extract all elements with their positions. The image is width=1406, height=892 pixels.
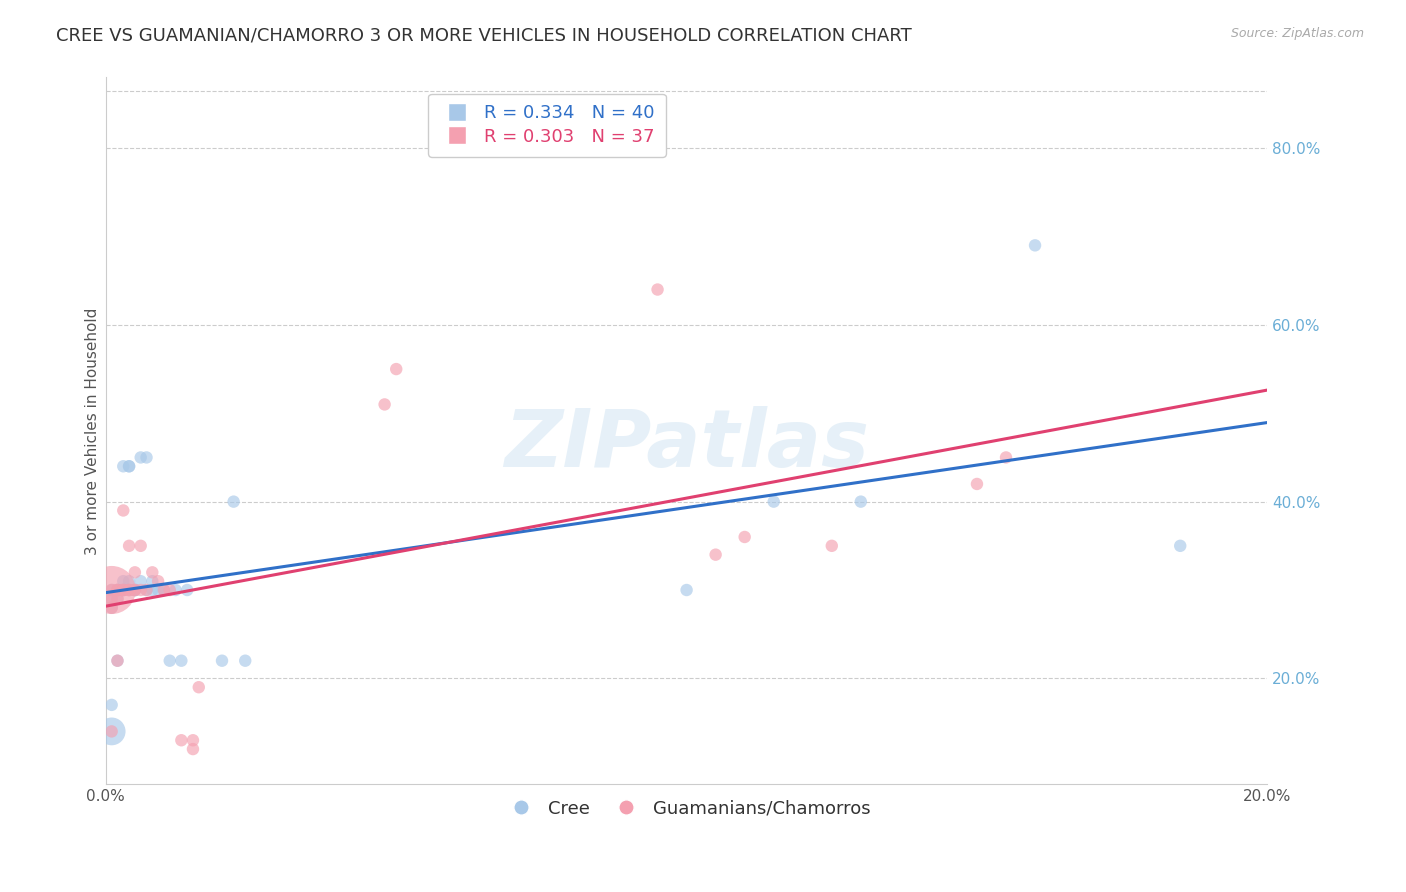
Point (647, 283, 669, 297)
Point (704, 548, 727, 562)
Point (124, 566, 146, 580)
Point (165, 582, 187, 597)
Point (141, 582, 163, 597)
Point (995, 450, 1018, 465)
Point (112, 574, 135, 589)
Point (112, 582, 135, 597)
Point (107, 582, 129, 597)
Point (100, 698, 122, 712)
Point (112, 582, 135, 597)
Point (170, 654, 193, 668)
Point (141, 574, 163, 589)
Point (124, 582, 146, 597)
Point (124, 582, 146, 597)
Point (374, 397, 396, 411)
Point (211, 654, 233, 668)
Point (118, 582, 141, 597)
Point (135, 582, 157, 597)
Point (100, 591, 122, 606)
Point (1024, 238, 1046, 252)
Point (849, 494, 872, 508)
Point (118, 574, 141, 589)
Point (129, 582, 152, 597)
Y-axis label: 3 or more Vehicles in Household: 3 or more Vehicles in Household (86, 307, 100, 555)
Point (118, 582, 141, 597)
Point (112, 459, 135, 474)
Text: CREE VS GUAMANIAN/CHAMORRO 3 OR MORE VEHICLES IN HOUSEHOLD CORRELATION CHART: CREE VS GUAMANIAN/CHAMORRO 3 OR MORE VEH… (56, 27, 912, 45)
Point (100, 600, 122, 615)
Point (107, 582, 129, 597)
Point (734, 530, 756, 544)
Point (100, 724, 122, 739)
Point (100, 600, 122, 615)
Point (100, 582, 122, 597)
Point (107, 654, 129, 668)
Point (129, 574, 152, 589)
Point (107, 591, 129, 606)
Point (135, 450, 157, 465)
Point (153, 582, 176, 597)
Point (181, 733, 204, 747)
Point (821, 539, 844, 553)
Point (153, 582, 176, 597)
Point (222, 494, 245, 508)
Point (129, 539, 152, 553)
Point (385, 362, 408, 376)
Point (146, 582, 169, 597)
Point (112, 582, 135, 597)
Point (107, 582, 129, 597)
Point (112, 503, 135, 517)
Point (100, 724, 122, 739)
Point (112, 582, 135, 597)
Point (107, 591, 129, 606)
Point (118, 459, 141, 474)
Point (107, 582, 129, 597)
Point (124, 582, 146, 597)
Point (181, 742, 204, 756)
Point (129, 450, 152, 465)
Point (762, 494, 785, 508)
Point (135, 582, 157, 597)
Point (159, 582, 181, 597)
Point (1168, 539, 1191, 553)
Text: ZIPatlas: ZIPatlas (505, 406, 869, 484)
Point (159, 654, 181, 668)
Point (124, 582, 146, 597)
Point (146, 574, 169, 589)
Point (118, 539, 141, 553)
Point (141, 566, 163, 580)
Point (187, 680, 209, 694)
Point (107, 654, 129, 668)
Point (170, 733, 193, 747)
Point (233, 654, 256, 668)
Point (124, 582, 146, 597)
Point (675, 582, 697, 597)
Point (966, 477, 988, 491)
Point (100, 591, 122, 606)
Point (118, 459, 141, 474)
Text: Source: ZipAtlas.com: Source: ZipAtlas.com (1230, 27, 1364, 40)
Legend: Cree, Guamanians/Chamorros: Cree, Guamanians/Chamorros (495, 792, 877, 825)
Point (118, 582, 141, 597)
Point (100, 582, 122, 597)
Point (176, 582, 198, 597)
Point (100, 582, 122, 597)
